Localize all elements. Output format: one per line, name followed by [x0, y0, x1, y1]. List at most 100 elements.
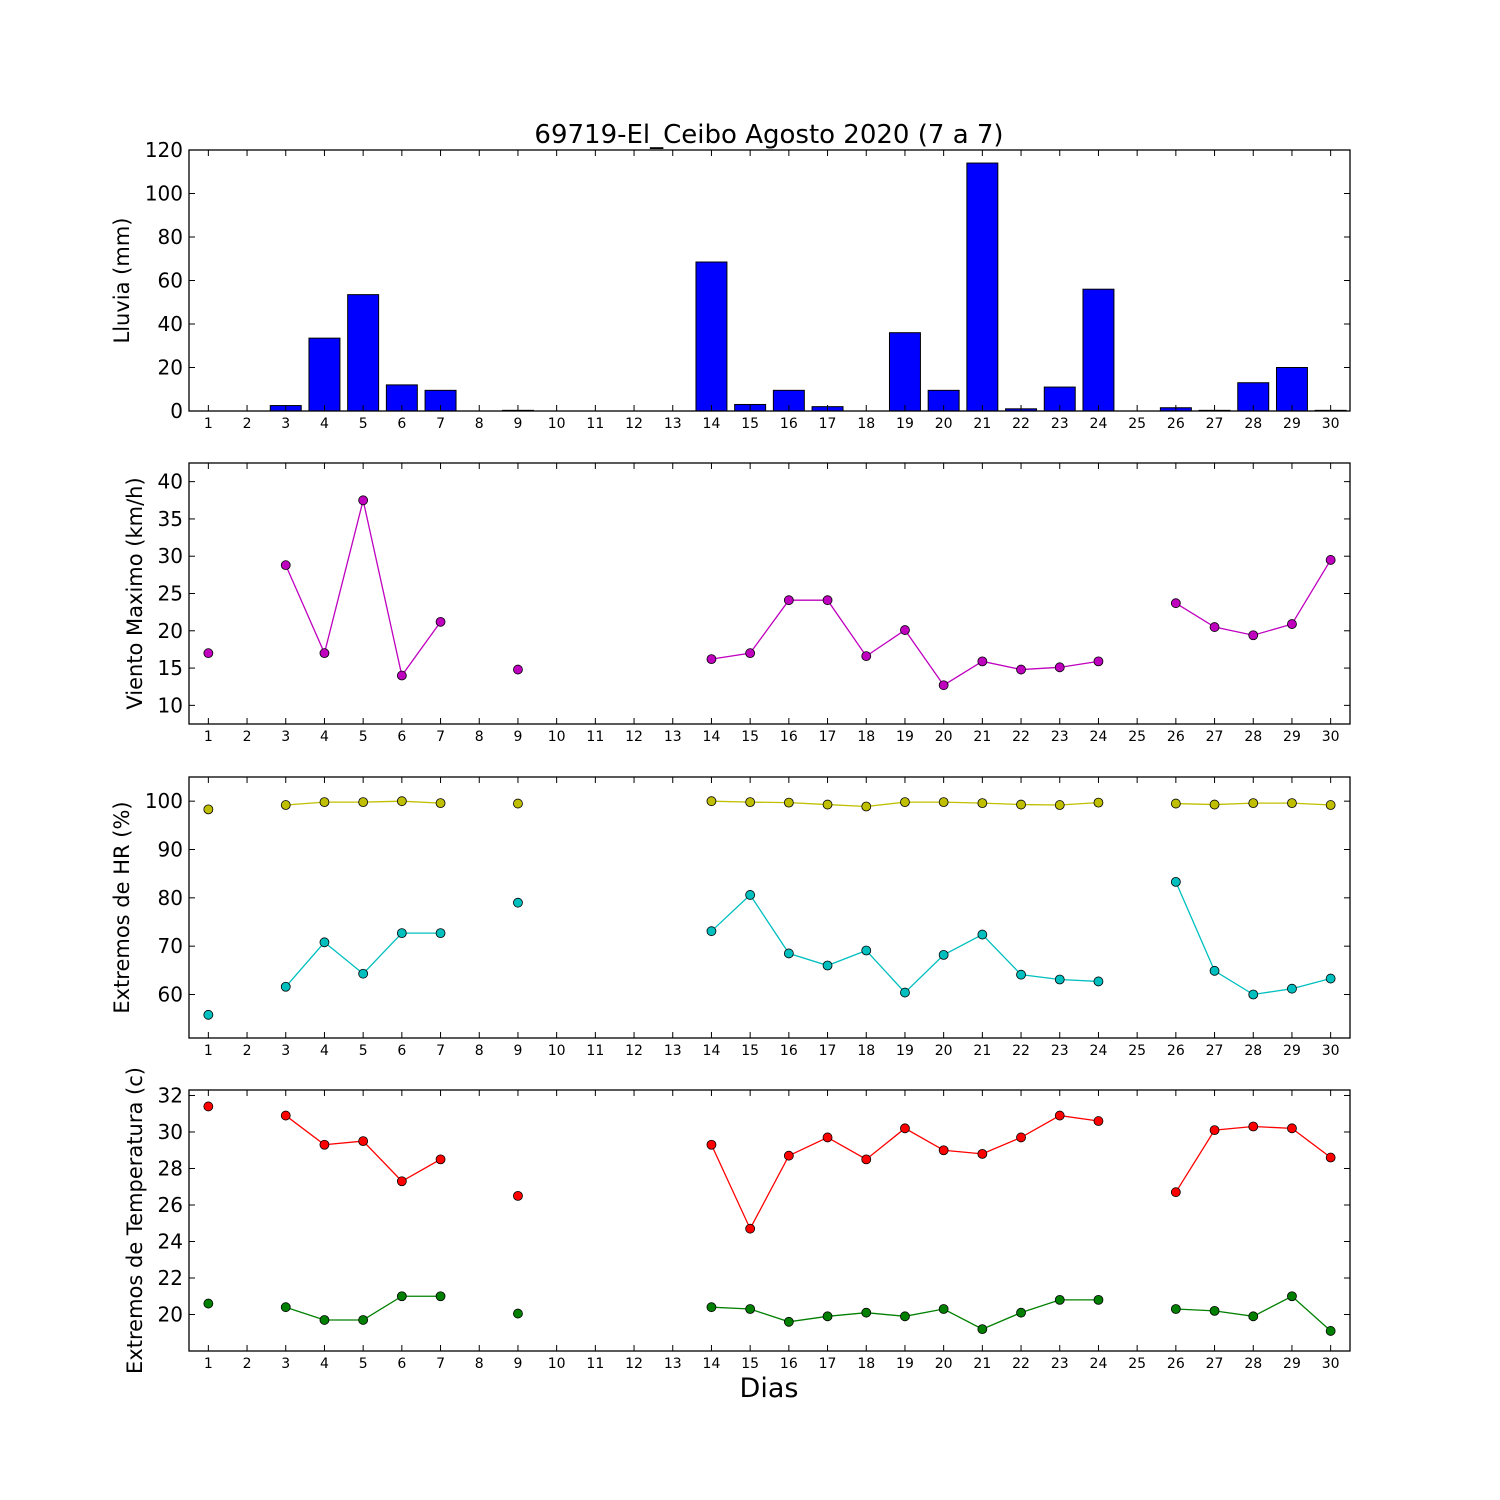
x-tick-label: 28	[1244, 1043, 1262, 1059]
series-1-point-day-4	[319, 648, 330, 659]
series-1-point-day-15	[745, 797, 756, 808]
series-1-line	[285, 500, 442, 678]
series-2-point-day-16	[783, 948, 794, 959]
x-tick-label: 26	[1167, 416, 1185, 432]
series-1-point-day-24	[1093, 797, 1104, 808]
series-1-point-day-26	[1170, 798, 1181, 809]
x-tick-label: 15	[741, 1356, 759, 1372]
y-axis-label: Lluvia (mm)	[110, 218, 134, 344]
x-tick-label: 14	[703, 1043, 721, 1059]
x-tick-label: 10	[548, 729, 566, 745]
x-tick-label: 7	[436, 1043, 445, 1059]
x-tick-label: 11	[586, 416, 604, 432]
series-1-point-day-28	[1248, 798, 1259, 808]
x-tick-label: 13	[664, 729, 682, 745]
x-tick-label: 5	[359, 729, 368, 745]
x-tick-label: 5	[359, 1356, 368, 1372]
x-tick-label: 23	[1051, 1356, 1069, 1372]
series-1-line	[1175, 559, 1332, 636]
x-tick-label: 22	[1012, 1356, 1030, 1372]
series-1-point-day-18	[861, 1154, 872, 1165]
series-1-point-day-1	[203, 1101, 214, 1112]
series-1-line	[711, 599, 1099, 687]
series-1-point-day-26	[1170, 598, 1181, 609]
series-2-point-day-14	[706, 1302, 717, 1313]
series-2-point-day-23	[1054, 974, 1065, 985]
x-tick-label: 27	[1206, 1043, 1224, 1059]
series-2-point-day-28	[1248, 989, 1259, 1000]
x-tick-label: 5	[359, 1043, 368, 1059]
series-1-point-day-18	[861, 801, 872, 812]
series-2-point-day-23	[1054, 1295, 1065, 1305]
y-tick-label: 30	[158, 1120, 183, 1144]
series-1-point-day-23	[1054, 662, 1065, 673]
series-2-point-day-22	[1016, 969, 1026, 980]
x-tick-label: 8	[475, 416, 484, 432]
series-2-point-day-19	[900, 1311, 910, 1322]
x-tick-label: 7	[436, 1356, 445, 1372]
series-2-point-day-28	[1248, 1311, 1259, 1322]
series-1-point-day-3	[280, 800, 291, 810]
series-2-point-day-30	[1325, 1326, 1336, 1336]
series-2-point-day-3	[280, 981, 291, 992]
bar-day-24	[1082, 288, 1115, 412]
x-tick-label: 18	[857, 729, 875, 745]
series-1-point-day-21	[977, 1148, 988, 1159]
series-2-point-day-24	[1093, 976, 1104, 987]
series-2-point-day-4	[319, 937, 330, 948]
y-tick-label: 20	[158, 356, 183, 380]
series-1-point-day-26	[1170, 1187, 1181, 1198]
series-2-line	[711, 893, 1099, 994]
series-1-point-day-17	[822, 595, 833, 606]
series-2-point-day-1	[203, 1298, 214, 1309]
series-1-point-day-16	[783, 1150, 794, 1161]
x-tick-label: 30	[1322, 729, 1340, 745]
x-tick-label: 3	[281, 1043, 290, 1059]
x-tick-label: 7	[436, 729, 445, 745]
series-1-line	[285, 1115, 441, 1183]
x-tick-label: 28	[1244, 1356, 1262, 1372]
series-2-point-day-9	[513, 1308, 523, 1319]
series-1-point-day-24	[1093, 656, 1104, 667]
series-1-point-day-6	[396, 670, 407, 681]
x-tick-label: 17	[819, 1356, 837, 1372]
y-tick-label: 24	[158, 1229, 183, 1253]
series-2-point-day-18	[861, 945, 872, 956]
x-tick-label: 27	[1206, 416, 1224, 432]
y-tick-label: 20	[158, 1302, 183, 1326]
series-1-point-day-23	[1054, 1110, 1065, 1121]
x-tick-label: 23	[1051, 729, 1069, 745]
x-tick-label: 13	[664, 1356, 682, 1372]
x-tick-label: 16	[780, 729, 798, 745]
x-tick-label: 26	[1167, 729, 1185, 745]
x-tick-label: 20	[935, 729, 953, 745]
series-1-point-day-4	[319, 1139, 330, 1150]
y-tick-label: 40	[158, 312, 183, 336]
y-tick-label: 60	[158, 983, 183, 1007]
series-1-point-day-16	[783, 595, 794, 606]
y-tick-label: 32	[158, 1083, 183, 1107]
series-1-line	[1175, 1125, 1332, 1193]
x-tick-label: 19	[896, 416, 914, 432]
series-1-point-day-1	[203, 648, 214, 659]
x-tick-label: 8	[475, 729, 484, 745]
y-tick-label: 26	[158, 1193, 183, 1217]
x-tick-label: 21	[973, 1356, 991, 1372]
x-tick-label: 6	[397, 416, 406, 432]
x-tick-label: 25	[1128, 1043, 1146, 1059]
series-1-point-day-3	[280, 560, 291, 571]
series-2-point-day-20	[938, 1304, 949, 1314]
series-2-line	[1175, 881, 1331, 996]
series-2-point-day-22	[1016, 1307, 1026, 1318]
series-1-point-day-30	[1325, 800, 1336, 810]
x-tick-label: 13	[664, 1043, 682, 1059]
x-tick-label: 30	[1322, 1356, 1340, 1372]
x-tick-label: 26	[1167, 1356, 1185, 1372]
series-1-point-day-5	[358, 495, 369, 506]
y-tick-label: 22	[158, 1266, 183, 1290]
plot-frame	[188, 776, 1351, 1039]
series-2-point-day-21	[977, 1324, 988, 1334]
series-1-point-day-5	[358, 1136, 369, 1146]
